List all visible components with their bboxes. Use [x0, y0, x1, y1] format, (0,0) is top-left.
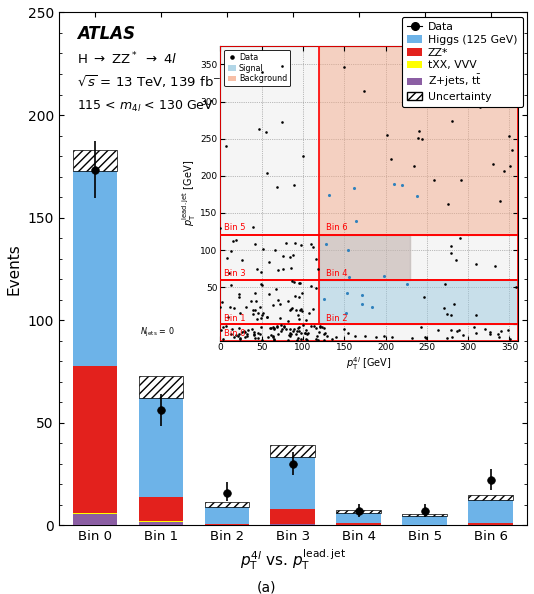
Bar: [205, 507, 249, 524]
Bar: [138, 398, 183, 497]
Bar: [468, 523, 513, 525]
Bar: [73, 150, 117, 170]
Bar: [336, 513, 381, 523]
Text: 115 < $m_{4l}$ < 130 GeV: 115 < $m_{4l}$ < 130 GeV: [77, 99, 214, 113]
Bar: [73, 514, 117, 525]
Bar: [73, 170, 117, 365]
Bar: [468, 495, 513, 500]
Text: H $\rightarrow$ ZZ$^*$ $\rightarrow$ 4$l$: H $\rightarrow$ ZZ$^*$ $\rightarrow$ 4$l…: [77, 51, 178, 68]
Bar: [138, 522, 183, 525]
Text: $\sqrt{s}$ = 13 TeV, 139 fb$^{-1}$: $\sqrt{s}$ = 13 TeV, 139 fb$^{-1}$: [77, 74, 228, 91]
Bar: [73, 365, 117, 513]
Bar: [73, 513, 117, 514]
Bar: [138, 497, 183, 522]
Bar: [336, 523, 381, 525]
Bar: [205, 502, 249, 507]
Bar: [205, 524, 249, 525]
Text: ATLAS: ATLAS: [77, 26, 136, 43]
Bar: [270, 446, 315, 457]
Bar: [270, 508, 315, 524]
Legend: Data, Higgs (125 GeV), ZZ*, tXX, VVV, Z+jets, t$\bar{\mathrm{t}}$, Uncertainty: Data, Higgs (125 GeV), ZZ*, tXX, VVV, Z+…: [402, 17, 523, 108]
Text: (a): (a): [257, 580, 277, 594]
Bar: [468, 500, 513, 523]
X-axis label: $p_{\mathrm{T}}^{4l}$ vs. $p_{\mathrm{T}}^{\mathrm{lead. jet}}$: $p_{\mathrm{T}}^{4l}$ vs. $p_{\mathrm{T}…: [240, 548, 346, 572]
Y-axis label: Events: Events: [7, 243, 22, 295]
Bar: [138, 375, 183, 398]
Bar: [403, 514, 447, 516]
Bar: [403, 516, 447, 525]
Bar: [270, 457, 315, 508]
Bar: [336, 510, 381, 513]
